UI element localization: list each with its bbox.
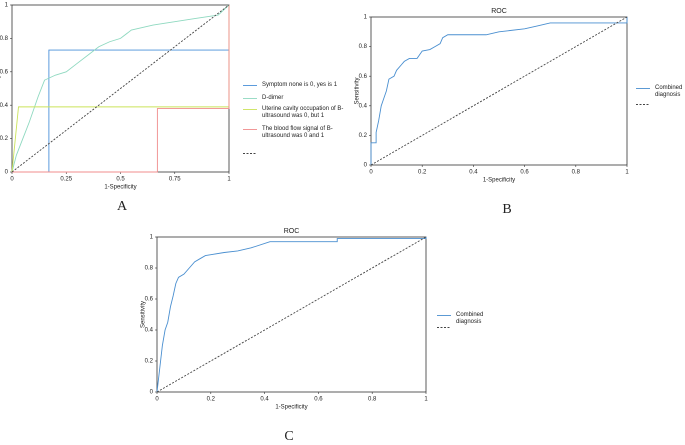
roc-line <box>12 5 230 173</box>
chart-title: ROC <box>491 8 507 15</box>
y-tick-label: 0.6 <box>145 297 154 303</box>
x-axis-label: 1-Specificity <box>104 185 136 191</box>
roc-line <box>370 16 628 166</box>
roc-line <box>156 236 427 393</box>
y-tick-label: 0.2 <box>359 133 368 139</box>
y-tick-label: 0.2 <box>0 136 9 142</box>
y-axis-label: Sensitivity <box>141 301 147 328</box>
x-tick-label: 0 <box>369 170 373 176</box>
y-tick-label: 0.2 <box>145 359 154 365</box>
x-tick-label: 0.4 <box>469 170 478 176</box>
legend-label: The blood flow signal of B-ultrasound wa… <box>262 126 333 139</box>
chart-title: ROC <box>284 228 300 235</box>
roc-line <box>11 4 230 173</box>
plot-frame <box>156 236 427 393</box>
y-axis-label: Sensitivity <box>355 77 361 104</box>
x-axis-label: 1-Specificity <box>483 178 515 184</box>
x-tick-label: 0.2 <box>418 170 427 176</box>
y-tick-label: 1 <box>150 235 154 241</box>
y-tick-label: 0.8 <box>0 36 9 42</box>
y-tick-label: 0 <box>150 390 154 396</box>
x-tick-label: 1 <box>227 177 231 183</box>
x-tick-label: 0.2 <box>207 397 216 403</box>
x-tick-label: 0.75 <box>169 177 181 183</box>
x-tick-label: 0.6 <box>314 397 323 403</box>
x-axis-label: 1-Specificity <box>275 405 307 411</box>
x-tick-label: 0 <box>155 397 159 403</box>
x-tick-label: 0.8 <box>572 170 581 176</box>
x-tick-label: 0 <box>10 177 14 183</box>
y-tick-label: 0.6 <box>359 74 368 80</box>
y-tick-label: 0.4 <box>145 328 154 334</box>
roc-line <box>11 4 230 173</box>
x-tick-label: 0.5 <box>116 177 125 183</box>
y-tick-label: 0.8 <box>359 44 368 50</box>
y-tick-label: 0.4 <box>0 103 9 109</box>
legend-label: Symptom none is 0, yes is 1 <box>262 82 338 88</box>
legend-label: Combined diagnosis <box>456 312 484 325</box>
y-tick-label: 1 <box>364 15 368 21</box>
y-tick-label: 0.4 <box>359 103 368 109</box>
legend-label: Uterine cavity occupation of B-ultrasoun… <box>262 106 344 119</box>
roc-line <box>156 237 427 393</box>
y-tick-label: 0.8 <box>145 266 154 272</box>
plot-frame <box>370 16 628 166</box>
y-tick-label: 0 <box>364 163 368 169</box>
y-tick-label: 1 <box>5 3 9 9</box>
x-tick-label: 1 <box>424 397 428 403</box>
panel-label: C <box>284 429 293 444</box>
panel-label: B <box>502 202 511 217</box>
roc-line <box>370 17 628 165</box>
panel-label: A <box>117 199 128 214</box>
y-tick-label: 0 <box>5 170 9 176</box>
x-tick-label: 1 <box>625 170 629 176</box>
y-tick-label: 0.6 <box>0 69 9 75</box>
x-tick-label: 0.6 <box>520 170 529 176</box>
x-tick-label: 0.25 <box>60 177 72 183</box>
x-tick-label: 0.8 <box>368 397 377 403</box>
x-tick-label: 0.4 <box>260 397 269 403</box>
legend-label: Combined diagnosis <box>655 85 683 98</box>
y-axis-label: Sensitivity <box>0 75 2 102</box>
legend-label: D-dimer <box>262 95 284 101</box>
